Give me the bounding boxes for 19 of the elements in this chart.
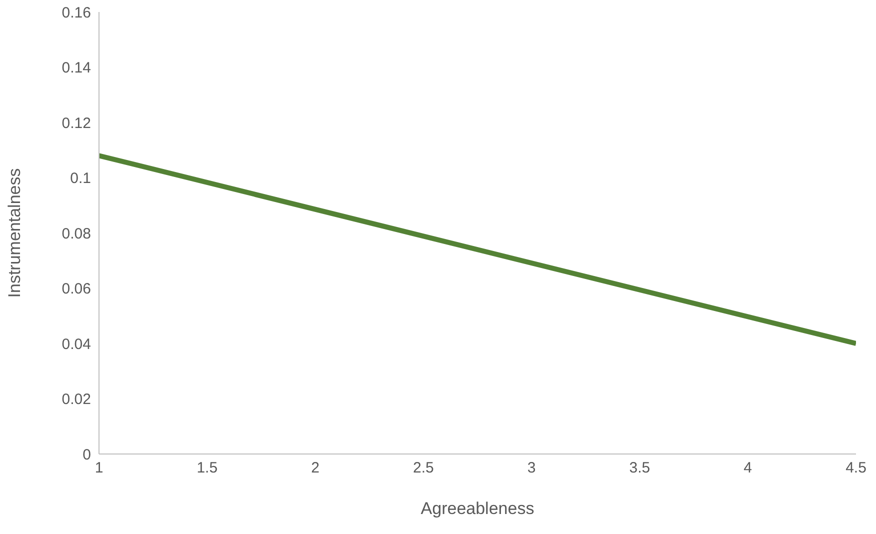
y-tick-label: 0.12 bbox=[62, 114, 91, 132]
x-tick-label: 4.5 bbox=[846, 460, 866, 477]
y-tick-label: 0.06 bbox=[62, 280, 91, 298]
x-tick-label: 4 bbox=[744, 460, 752, 477]
y-tick-label: 0.16 bbox=[62, 4, 91, 22]
y-tick-label: 0.04 bbox=[62, 336, 91, 353]
x-tick-label: 3 bbox=[527, 460, 536, 477]
y-tick-label: 0.14 bbox=[62, 60, 91, 77]
y-axis-title: Instrumentalness bbox=[5, 168, 24, 298]
x-tick-label: 1 bbox=[94, 460, 104, 477]
y-tick-label: 0.08 bbox=[62, 225, 91, 242]
y-tick-label: 0.02 bbox=[62, 391, 91, 408]
x-tick-label: 3.5 bbox=[629, 460, 650, 477]
y-tick-label: 0.1 bbox=[70, 170, 91, 188]
x-tick-label: 1.5 bbox=[196, 460, 218, 477]
x-axis-title: Agreeableness bbox=[420, 499, 534, 518]
y-tick-label: 0 bbox=[82, 446, 91, 464]
x-tick-label: 2.5 bbox=[413, 460, 434, 477]
x-tick-label: 2 bbox=[311, 460, 320, 477]
